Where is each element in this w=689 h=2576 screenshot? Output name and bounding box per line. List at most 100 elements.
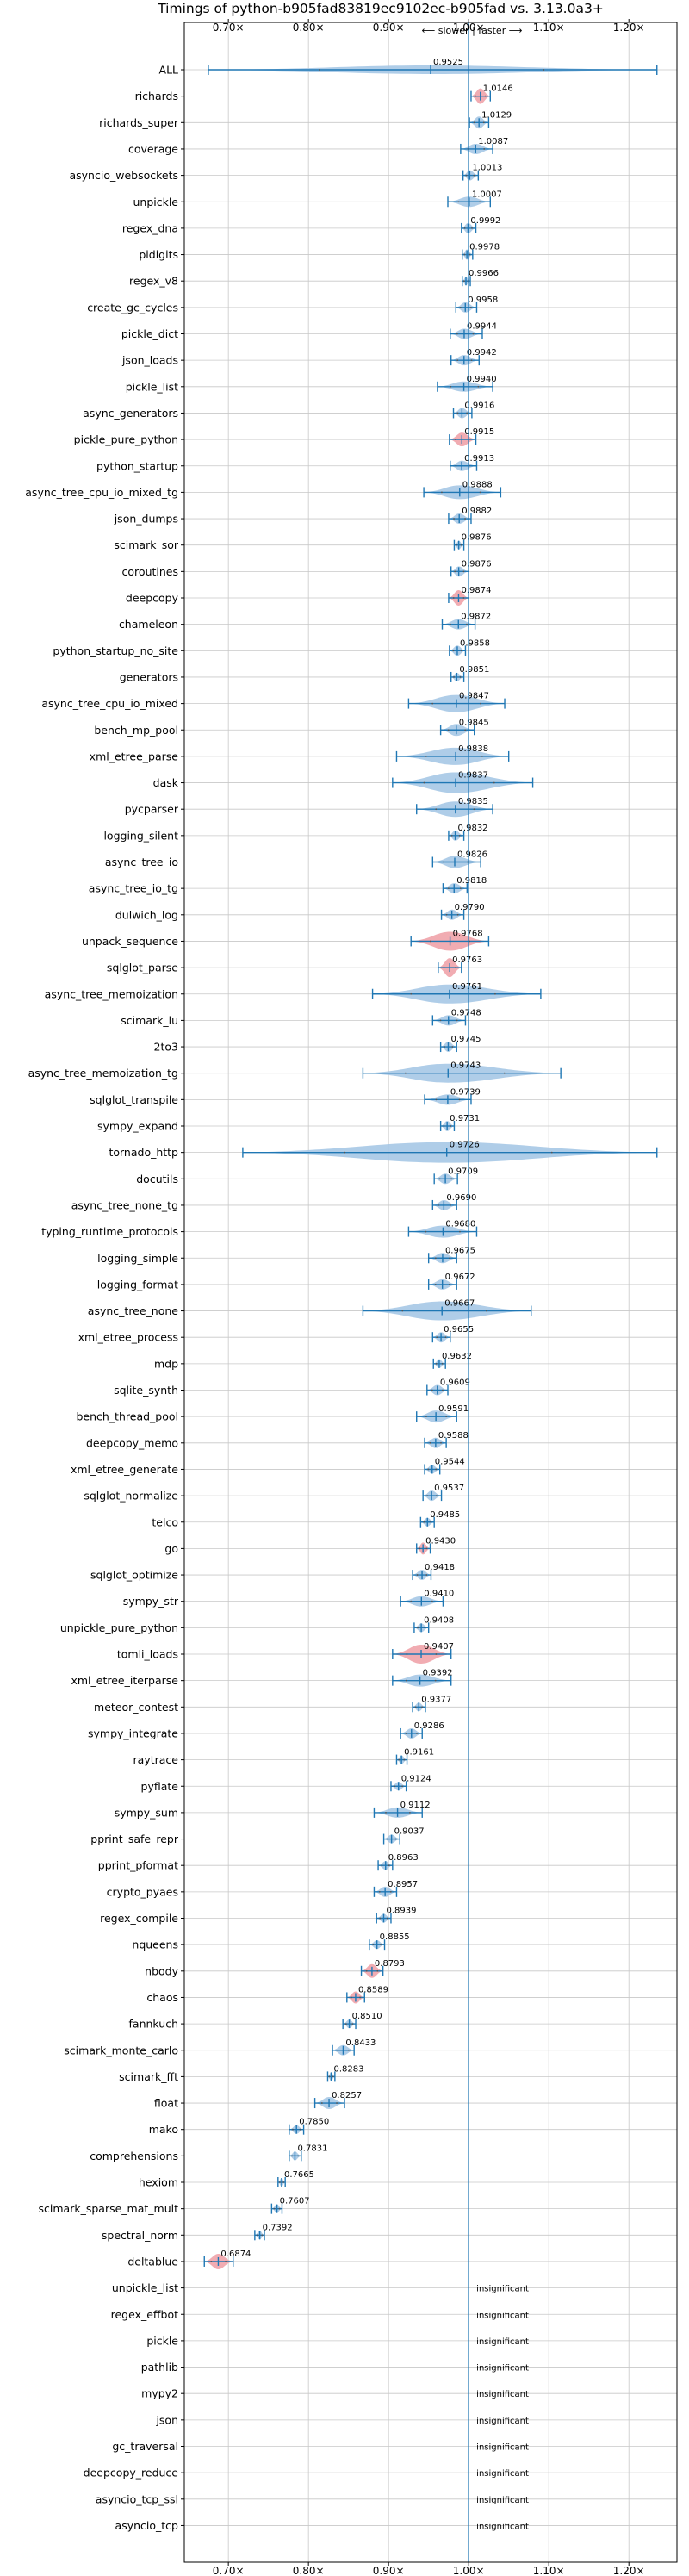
benchmark-label: nbody (145, 1964, 178, 1977)
benchmark-label: fannkuch (129, 2018, 178, 2031)
benchmark-label: json_loads (121, 354, 178, 367)
benchmark-label: async_tree_memoization_tg (28, 1067, 178, 1080)
quartile-dot (351, 2023, 354, 2025)
quartile-dot (439, 1019, 442, 1022)
quartile-dot (332, 2075, 334, 2078)
value-label: 0.9978 (469, 243, 500, 252)
quartile-dot (282, 2181, 284, 2183)
quartile-dot (278, 2207, 281, 2210)
quartile-dot (379, 1917, 382, 1920)
benchmark-label: float (154, 2097, 178, 2110)
quartile-dot (471, 227, 473, 229)
value-label: 0.9872 (461, 613, 491, 622)
benchmark-label: dulwich_log (115, 908, 178, 921)
benchmark-label: python_startup_no_site (53, 644, 178, 657)
quartile-dot (482, 121, 485, 124)
benchmark-label: scimark_fft (119, 2070, 178, 2083)
value-label: 0.9726 (450, 1141, 480, 1150)
quartile-dot (225, 2261, 227, 2262)
benchmark-label: unpack_sequence (82, 935, 178, 948)
quartile-dot (421, 1706, 423, 1708)
benchmark-label: pickle_pure_python (74, 433, 178, 446)
x-tick-label-bottom: 0.70× (213, 2565, 245, 2576)
quartile-dot (455, 439, 456, 440)
quartile-dot (456, 544, 457, 546)
quartile-dot (261, 2234, 264, 2237)
value-label: 0.9709 (448, 1167, 478, 1176)
benchmark-label: tomli_loads (117, 1648, 178, 1661)
quartile-dot (450, 1125, 452, 1127)
insignificant-label: insignificant (476, 2443, 529, 2453)
benchmark-label: scimark_lu (121, 1014, 178, 1027)
benchmark-label: scimark_sor (114, 538, 178, 551)
value-label: 0.9837 (458, 771, 488, 781)
value-label: 0.9874 (461, 586, 491, 595)
benchmark-label: pyflate (141, 1780, 179, 1793)
benchmark-label: sqlglot_normalize (84, 1490, 178, 1503)
quartile-dot (444, 1046, 445, 1048)
quartile-dot (481, 756, 483, 757)
value-label: 0.9392 (423, 1669, 453, 1678)
quartile-dot (394, 1838, 397, 1840)
benchmark-label: asyncio_tcp (115, 2519, 179, 2532)
grid-layer (184, 22, 677, 2562)
quartile-dot (463, 227, 466, 229)
quartile-dot (473, 808, 475, 811)
benchmark-label: coroutines (122, 565, 178, 578)
benchmark-label: crypto_pyaes (107, 1885, 178, 1898)
benchmark-label: comprehensions (90, 2150, 178, 2162)
benchmark-label: async_tree_cpu_io_mixed_tg (25, 486, 178, 499)
quartile-dot (385, 1812, 387, 1814)
value-label: 0.9748 (451, 1008, 481, 1017)
quartile-dot (425, 1547, 428, 1550)
value-label: 0.9916 (464, 401, 494, 410)
x-tick-label-bottom: 0.90× (373, 2565, 405, 2576)
benchmark-label: sqlite_synth (114, 1384, 178, 1397)
quartile-dot (336, 2102, 338, 2104)
quartile-dot (425, 1574, 428, 1576)
quartile-dot (256, 2234, 258, 2237)
insignificant-label: insignificant (476, 2417, 529, 2426)
quartile-dot (347, 2049, 350, 2051)
benchmark-label: chaos (146, 1991, 178, 2004)
value-label: 0.8793 (375, 1959, 405, 1969)
value-label: 0.9690 (446, 1193, 476, 1203)
insignificant-label: insignificant (476, 2469, 529, 2479)
quartile-dot (434, 1257, 437, 1260)
value-label: 0.9745 (450, 1035, 481, 1044)
quartile-dot (452, 597, 455, 599)
quartile-dot (378, 1890, 381, 1893)
value-label: 0.9944 (467, 322, 497, 332)
quartile-dot (381, 1864, 383, 1867)
quartile-dot (426, 1495, 429, 1496)
benchmark-label: spectral_norm (102, 2229, 178, 2242)
value-label: 0.9124 (401, 1774, 431, 1783)
benchmark-label: async_tree_none (88, 1304, 179, 1317)
quartile-dot (459, 306, 462, 308)
quartile-dot (435, 1362, 438, 1365)
quartile-dot (424, 1627, 426, 1629)
quartile-dot (449, 623, 451, 625)
quartile-dot (430, 940, 431, 943)
benchmark-label: asyncio_tcp_ssl (96, 2492, 178, 2505)
quartile-dot (456, 1019, 458, 1022)
benchmark-label: sqlglot_parse (107, 961, 178, 974)
axis-layer: 0.70× 0.70× 0.80× 0.80× 0.90× 0.90× 1.00× 1.00×… (25, 19, 645, 2576)
quartile-dot (503, 1072, 506, 1074)
quartile-dot (462, 597, 465, 599)
value-label: 0.8257 (332, 2091, 362, 2100)
quartile-dot (483, 148, 486, 150)
value-label: 0.9675 (445, 1246, 475, 1255)
value-label: 0.9966 (469, 269, 499, 278)
benchmark-label: sympy_expand (97, 1120, 178, 1133)
benchmark-label: pycparser (125, 803, 179, 816)
x-tick-label-top: 1.20× (613, 22, 645, 34)
quartile-dot (431, 702, 434, 705)
quartile-dot (456, 359, 459, 362)
value-label: 0.7665 (284, 2170, 314, 2180)
benchmark-label: pickle_list (126, 380, 178, 393)
value-label: 0.7392 (263, 2223, 293, 2232)
value-label: 0.9763 (452, 955, 482, 965)
benchmark-label: chameleon (119, 618, 178, 631)
